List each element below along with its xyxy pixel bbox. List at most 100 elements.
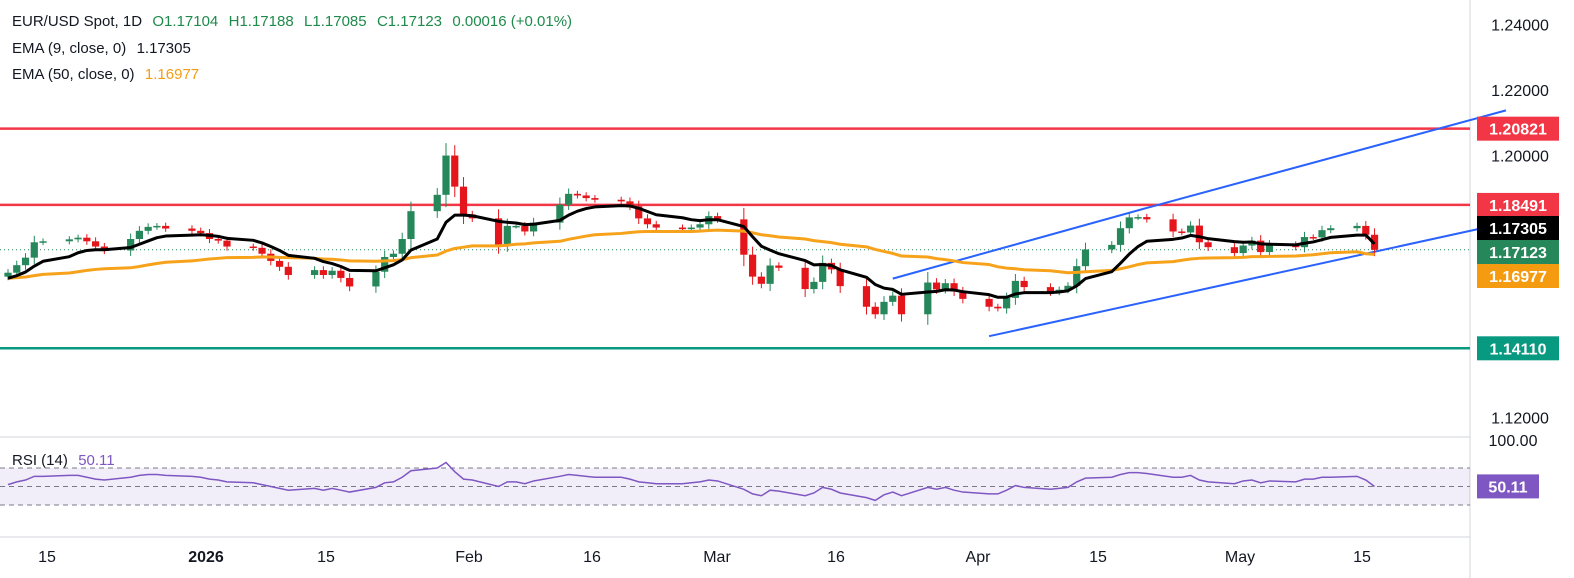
support-badge-label: 1.14110 xyxy=(1490,341,1547,358)
candle-body xyxy=(1318,230,1326,238)
high-value: H1.17188 xyxy=(228,13,294,30)
candle-body xyxy=(757,276,765,284)
candle-body xyxy=(83,237,91,242)
ema50-value: 1.16977 xyxy=(144,66,200,83)
time-tick-label: 15 xyxy=(38,549,56,566)
candle-body xyxy=(337,270,345,278)
candle-body xyxy=(766,265,774,284)
candle-body xyxy=(284,266,292,275)
time-tick-label: 16 xyxy=(583,549,601,566)
ema9-line xyxy=(7,204,1376,299)
candle-body xyxy=(635,206,643,219)
candle-body xyxy=(1003,297,1011,309)
candle-body xyxy=(503,225,511,245)
grid xyxy=(0,0,1471,578)
ema50-label: EMA (50, close, 0) xyxy=(12,66,135,83)
candle-body xyxy=(994,306,1002,309)
ema50-legend: EMA (50, close, 0) 1.16977 xyxy=(12,66,201,83)
candle-body xyxy=(924,282,932,315)
ema9-badge-label: 1.17305 xyxy=(1489,221,1547,238)
candle-body xyxy=(959,291,967,299)
candle-body xyxy=(871,306,879,315)
ema9-legend: EMA (9, close, 0) 1.17305 xyxy=(12,40,193,57)
candle-body xyxy=(862,286,871,307)
resistance-badge-label: 1.20821 xyxy=(1489,122,1547,139)
candle-body xyxy=(565,193,573,205)
candle-body xyxy=(1309,237,1317,239)
change-value: 0.00016 (+0.01%) xyxy=(452,13,573,30)
candle-body xyxy=(1327,228,1335,231)
price-tick-label: 1.20000 xyxy=(1491,149,1549,166)
candle-body xyxy=(188,228,196,231)
candle-body xyxy=(65,239,73,242)
candle-body xyxy=(1064,285,1072,290)
candle-body xyxy=(214,239,222,241)
ema9-badge xyxy=(1477,216,1559,240)
low-value: L1.17085 xyxy=(304,13,367,30)
candle-body xyxy=(1187,225,1195,233)
candle-body xyxy=(880,301,888,315)
candle-body xyxy=(407,211,415,239)
candle-body xyxy=(932,282,941,290)
candle-body xyxy=(512,225,520,228)
candle-body xyxy=(713,216,722,220)
price-axis: 1.24000 1.22000 1.20000 1.12000 100.00 1.2082… xyxy=(1477,18,1559,499)
ema50-badge xyxy=(1477,264,1559,288)
candle-body xyxy=(1073,266,1081,286)
candle-body xyxy=(1239,245,1247,254)
last-badge xyxy=(1477,240,1559,264)
candle-body xyxy=(810,281,818,290)
candle-body xyxy=(144,226,152,231)
candle-body xyxy=(249,246,257,249)
candle-body xyxy=(494,218,503,245)
candle-body xyxy=(1011,280,1019,298)
rsi-legend: RSI (14) 50.11 xyxy=(12,452,117,469)
candle-body xyxy=(836,269,844,287)
chart-header: EUR/USD Spot, 1D O1.17104 H1.17188 L1.17… xyxy=(12,13,574,30)
ema-lines xyxy=(7,204,1376,299)
price-tick-label: 1.12000 xyxy=(1491,410,1549,427)
candle-body xyxy=(582,195,590,199)
time-tick-label: 15 xyxy=(1353,549,1371,566)
candle-body xyxy=(941,283,949,290)
time-tick-label: 16 xyxy=(827,549,845,566)
candle-body xyxy=(1143,217,1151,220)
candle-body xyxy=(950,283,958,292)
candle-body xyxy=(346,277,354,287)
rsi-value: 50.11 xyxy=(78,452,115,469)
candle-body xyxy=(749,254,757,277)
candle-body xyxy=(127,239,135,251)
rsi-label: RSI (14) xyxy=(12,452,68,469)
rsi-badge-label: 50.11 xyxy=(1488,479,1527,496)
candle-body xyxy=(652,224,660,228)
candle-body xyxy=(328,270,336,275)
candle-body xyxy=(197,230,205,234)
trend-channel xyxy=(892,109,1507,338)
price-tick-label: 1.22000 xyxy=(1491,83,1549,100)
candle-body xyxy=(801,267,809,290)
candle-body xyxy=(573,193,581,196)
candle-body xyxy=(591,198,599,200)
time-tick-label: Feb xyxy=(455,549,483,566)
candle-body xyxy=(4,272,12,277)
candle-body xyxy=(696,224,704,228)
last-badge-label: 1.17123 xyxy=(1489,245,1547,262)
candle-body xyxy=(74,237,82,240)
rsi-top-label: 100.00 xyxy=(1489,433,1538,450)
candle-body xyxy=(372,271,380,287)
candle-body xyxy=(1169,219,1177,232)
candle-body xyxy=(162,225,170,229)
candle-body xyxy=(1230,247,1238,254)
symbol-title: EUR/USD Spot, 1D xyxy=(12,13,143,30)
price-tick-label: 1.24000 xyxy=(1491,18,1549,35)
candle-body xyxy=(451,155,459,187)
candle-body xyxy=(1134,217,1142,219)
candle-body xyxy=(1178,231,1186,233)
candle-body xyxy=(1116,228,1125,245)
open-value: O1.17104 xyxy=(152,13,219,30)
ema50-line xyxy=(7,228,1375,280)
candle-body xyxy=(687,227,695,230)
candle-body xyxy=(1204,242,1212,248)
candle-body xyxy=(985,298,993,307)
